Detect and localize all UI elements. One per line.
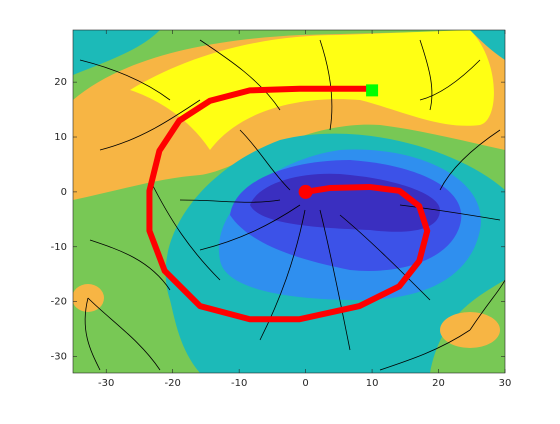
contour-field [73, 30, 505, 373]
y-tick-label: 10 [54, 132, 67, 143]
y-tick-label: 20 [54, 77, 67, 88]
streamlines [79, 39, 505, 371]
x-tick-label: -10 [231, 378, 247, 389]
x-tick-label: -30 [98, 378, 114, 389]
y-tick-label: -30 [51, 352, 67, 363]
y-tick-label: -20 [51, 297, 67, 308]
x-tick-label: -20 [165, 378, 181, 389]
axes-box [72, 29, 506, 374]
trajectory [146, 85, 431, 323]
x-tick-label: 0 [302, 378, 308, 389]
y-tick-label: 0 [61, 187, 67, 198]
x-tick-label: 20 [432, 378, 445, 389]
y-tick-label: -10 [51, 242, 67, 253]
start-marker [298, 184, 313, 199]
x-tick-label: 10 [366, 378, 379, 389]
x-tick-label: 30 [499, 378, 512, 389]
end-marker [366, 84, 379, 97]
